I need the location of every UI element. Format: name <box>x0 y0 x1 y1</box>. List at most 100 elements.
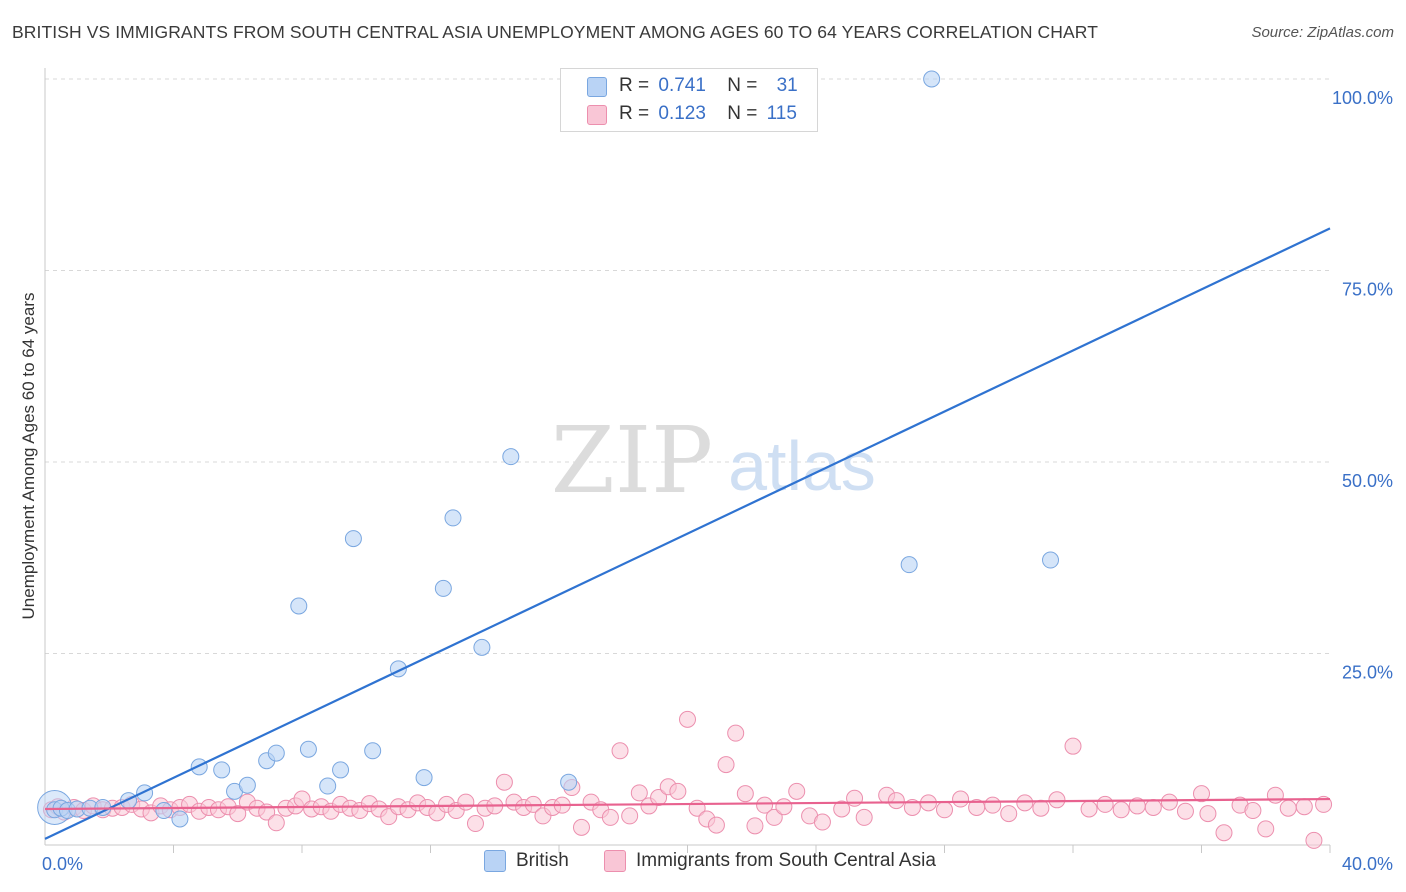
british-swatch <box>484 850 506 872</box>
british-point <box>444 509 462 527</box>
immigrant-point <box>1160 793 1178 811</box>
immigrant-point <box>936 801 953 819</box>
immigrants-points <box>42 710 1333 849</box>
british-point <box>238 776 256 794</box>
immigrant-point <box>630 784 648 802</box>
n-label: N = <box>727 75 758 96</box>
y-tick-label: 100.0% <box>1332 88 1393 108</box>
british-point <box>267 744 285 762</box>
immigrant-point <box>833 800 851 818</box>
british-point <box>213 761 231 779</box>
british-point <box>344 530 362 548</box>
british-point <box>299 740 317 758</box>
immigrant-point <box>1244 802 1262 820</box>
immigrant-point <box>572 818 590 836</box>
watermark-zip: ZIP <box>551 407 713 514</box>
n-label: N = <box>727 103 758 124</box>
y-tick-label: 75.0% <box>1342 280 1393 300</box>
british-point <box>290 597 308 615</box>
british-points <box>37 70 1060 828</box>
immigrant-point <box>457 793 475 811</box>
immigrant-point <box>788 782 806 800</box>
immigrant-point <box>903 798 921 816</box>
immigrant-point <box>717 756 735 774</box>
immigrants-n-value: 115 <box>766 103 797 124</box>
r-label: R = <box>619 103 650 124</box>
british-point <box>900 556 918 574</box>
immigrant-point <box>1257 820 1275 838</box>
series-legend: British Immigrants from South Central As… <box>0 850 1406 878</box>
immigrant-point <box>611 742 629 760</box>
british-trendline <box>44 227 1331 840</box>
immigrant-point <box>775 798 793 816</box>
immigrant-point <box>1193 785 1210 803</box>
legend-item-immigrants[interactable]: Immigrants from South Central Asia <box>604 850 936 872</box>
immigrant-point <box>466 815 484 833</box>
immigrant-point <box>736 785 754 803</box>
immigrant-point <box>855 808 873 826</box>
immigrant-point <box>679 710 696 728</box>
immigrant-point <box>1199 805 1217 823</box>
x-tick-label: 0.0% <box>42 854 83 874</box>
immigrant-point <box>1295 798 1313 816</box>
british-point <box>560 773 578 791</box>
immigrant-point <box>813 813 831 831</box>
immigrant-point <box>495 773 513 791</box>
immigrants-label: Immigrants from South Central Asia <box>636 850 936 871</box>
british-point <box>923 70 941 88</box>
immigrant-point <box>621 807 639 825</box>
immigrant-point <box>1176 802 1194 820</box>
immigrant-point <box>756 796 774 814</box>
british-point <box>171 810 189 828</box>
immigrant-point <box>1096 795 1114 813</box>
x-tick-label: 40.0% <box>1342 854 1393 874</box>
trendlines <box>44 227 1331 840</box>
immigrants-swatch <box>587 105 607 125</box>
axes <box>44 68 1331 853</box>
immigrant-point <box>267 814 285 832</box>
legend-item-british[interactable]: British <box>484 850 569 872</box>
immigrant-point <box>1279 799 1297 817</box>
watermark-atlas: atlas <box>728 427 876 505</box>
british-point <box>190 758 208 776</box>
british-r-value: 0.741 <box>658 75 706 96</box>
immigrant-point <box>229 805 247 823</box>
british-point <box>155 802 173 820</box>
immigrant-point <box>669 782 687 800</box>
british-point <box>502 448 520 466</box>
immigrant-point <box>952 790 970 808</box>
british-point <box>364 742 382 760</box>
immigrants-swatch <box>604 850 626 872</box>
immigrant-point <box>1032 799 1050 817</box>
immigrant-point <box>1048 791 1066 809</box>
british-point <box>136 784 154 802</box>
british-label: British <box>516 850 569 871</box>
british-n-value: 31 <box>776 75 798 96</box>
immigrant-point <box>1080 800 1098 818</box>
immigrant-point <box>765 808 783 826</box>
immigrant-point <box>1215 824 1233 842</box>
stats-legend: R = 0.741 N = 31 R = 0.123 N = 115 <box>560 68 818 132</box>
immigrant-point <box>1305 831 1323 849</box>
immigrants-r-value: 0.123 <box>658 103 706 124</box>
immigrant-point <box>727 724 745 742</box>
british-swatch <box>587 77 607 97</box>
tick-labels: 25.0% 50.0% 75.0% 100.0% 0.0% 40.0% <box>42 88 1393 874</box>
immigrants-trendline <box>44 797 1331 811</box>
immigrant-point <box>1016 794 1034 812</box>
british-point <box>1042 551 1060 569</box>
immigrant-point <box>846 789 864 807</box>
immigrant-point <box>984 796 1002 814</box>
y-tick-label: 50.0% <box>1342 471 1393 491</box>
british-point <box>473 638 491 656</box>
immigrant-point <box>887 792 905 810</box>
immigrant-point <box>650 789 668 807</box>
r-label: R = <box>619 75 650 96</box>
british-point <box>319 777 337 795</box>
source-credit: Source: ZipAtlas.com <box>1251 24 1394 41</box>
chart-title: BRITISH VS IMMIGRANTS FROM SOUTH CENTRAL… <box>12 22 1099 42</box>
y-tick-label: 25.0% <box>1342 663 1393 683</box>
immigrant-point <box>1112 801 1130 819</box>
immigrant-point <box>707 816 725 834</box>
